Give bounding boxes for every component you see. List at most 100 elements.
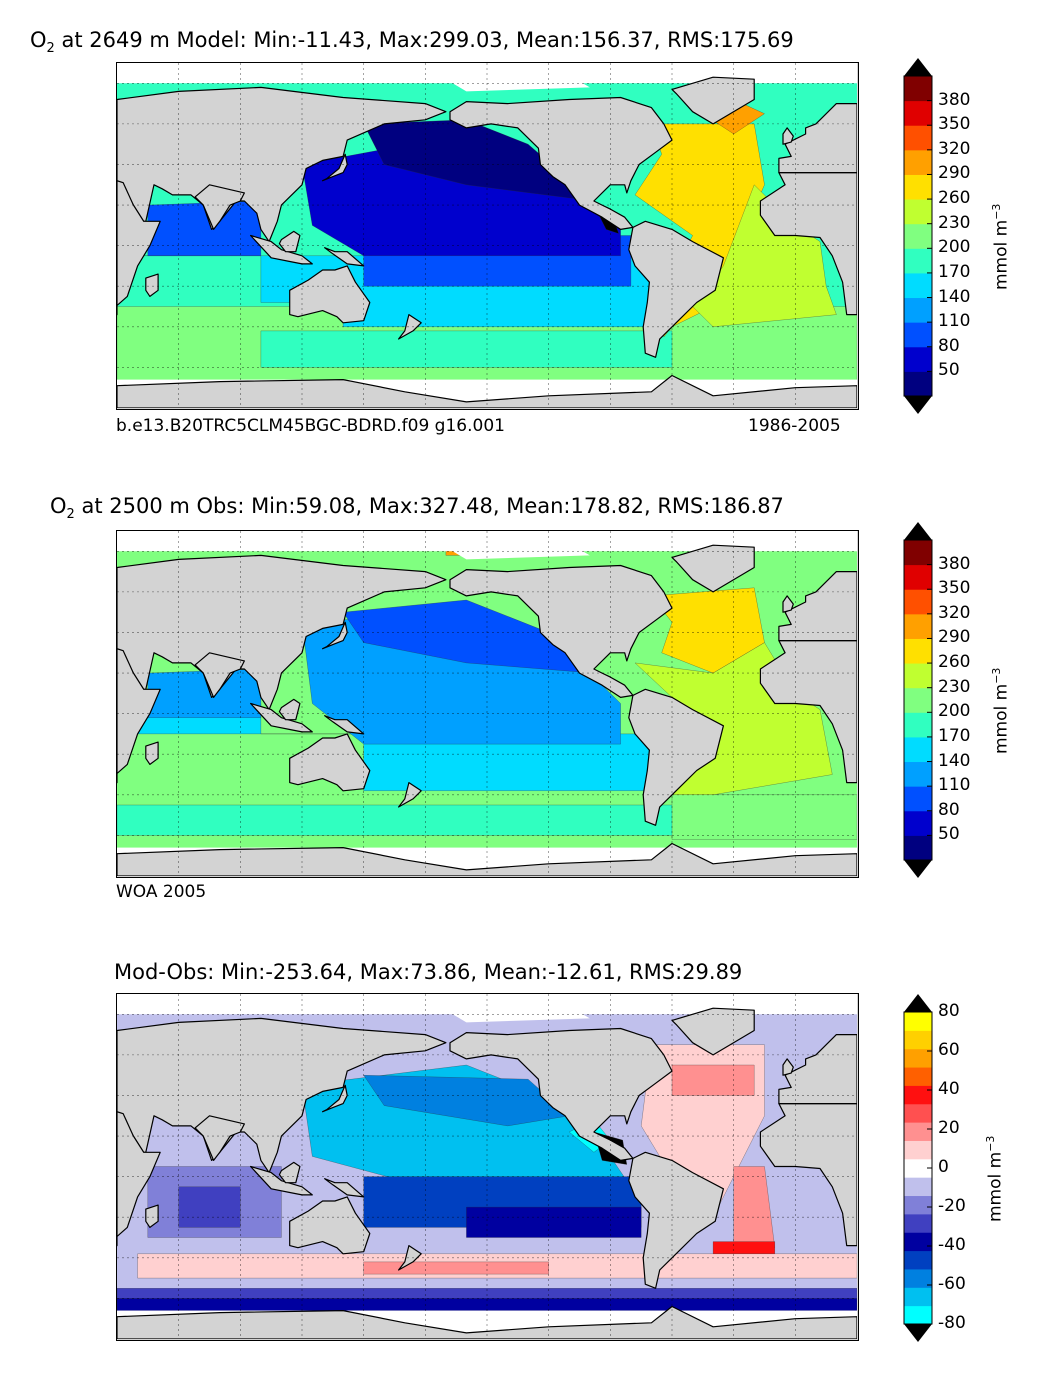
panel3-unit-sup: −3 xyxy=(984,1135,997,1152)
colorbar-swatch xyxy=(904,564,932,590)
land-australia xyxy=(289,1196,371,1255)
land-borneo xyxy=(278,1161,301,1184)
colorbar-swatch xyxy=(904,1287,932,1307)
colorbar-swatch xyxy=(904,100,932,126)
land-borneo xyxy=(278,698,301,721)
panel2-colorbar-unit: mmol m−3 xyxy=(990,668,1012,754)
land-india xyxy=(194,1115,246,1161)
panel3-map-svg xyxy=(117,994,857,1339)
colorbar-tick-label: -40 xyxy=(938,1235,966,1255)
land-samerica xyxy=(628,688,725,826)
contour-band xyxy=(634,123,765,338)
colorbar-tick-label: 80 xyxy=(938,1001,960,1021)
land-madagascar xyxy=(145,741,159,765)
colorbar-swatch xyxy=(904,589,932,615)
panel2-title-prefix: O xyxy=(50,494,67,518)
panel2-map xyxy=(116,530,859,878)
land-eurasia xyxy=(117,554,447,711)
land-eurasia xyxy=(117,1017,447,1174)
land-newguinea xyxy=(324,715,365,735)
land-newguinea xyxy=(324,247,365,267)
colorbar-tick-label: 320 xyxy=(938,138,971,159)
colorbar-swatch xyxy=(904,1250,932,1270)
contour-band xyxy=(671,794,857,840)
colorbar-tick-label: 50 xyxy=(938,824,960,845)
land-nz xyxy=(398,314,422,340)
colorbar-swatch xyxy=(904,663,932,689)
contour-band xyxy=(363,1261,549,1275)
colorbar-swatch xyxy=(904,540,932,566)
land-europe xyxy=(778,1033,857,1105)
land-australia xyxy=(289,265,371,324)
colorbar-tick-label: -60 xyxy=(938,1274,966,1294)
land-uk xyxy=(782,127,794,145)
colorbar-swatch xyxy=(904,687,932,713)
contour-band xyxy=(363,1074,570,1127)
land-africa xyxy=(117,180,161,316)
colorbar-tick-label: 260 xyxy=(938,652,971,673)
colorbar-frame xyxy=(903,75,933,397)
land-europe xyxy=(778,102,857,174)
land-nz xyxy=(398,1245,422,1271)
land-africaW xyxy=(759,171,857,316)
panel1-title-rest: at 2649 m Model: Min:-11.43, Max:299.03,… xyxy=(54,28,794,52)
colorbar-extend-max xyxy=(904,522,932,540)
colorbar-swatch xyxy=(904,1122,932,1141)
colorbar-swatch xyxy=(904,613,932,639)
colorbar-tick-label: 50 xyxy=(938,360,960,381)
colorbar-tick-label: 230 xyxy=(938,212,971,233)
panel1-unit-text: mmol m xyxy=(991,219,1012,290)
colorbar-tick-label: -80 xyxy=(938,1313,966,1333)
colorbar-swatch xyxy=(904,371,932,397)
land-japan xyxy=(322,153,348,182)
land-eurasia xyxy=(117,86,447,243)
colorbar-swatch xyxy=(904,1305,932,1325)
colorbar-swatch xyxy=(904,1103,932,1123)
colorbar-tick-label: 40 xyxy=(938,1079,960,1099)
colorbar-extend-min xyxy=(904,860,932,878)
colorbar-swatch xyxy=(904,248,932,274)
colorbar-frame xyxy=(903,539,933,861)
colorbar-swatch xyxy=(904,1048,932,1068)
colorbar-swatch xyxy=(904,174,932,200)
colorbar-swatch xyxy=(904,1213,932,1233)
panel1-colorbar-unit: mmol m−3 xyxy=(990,204,1012,290)
colorbar-tick-label: 170 xyxy=(938,261,971,282)
land-india xyxy=(194,652,246,698)
panel1-colorbar-svg xyxy=(903,58,933,414)
colorbar-swatch xyxy=(904,1067,932,1086)
colorbar-extend-min xyxy=(904,1324,932,1342)
land-africa xyxy=(117,1111,161,1247)
contour-band xyxy=(671,1064,755,1096)
land-japan xyxy=(322,1084,348,1113)
colorbar-swatch xyxy=(904,272,932,299)
land-africa xyxy=(117,648,161,784)
colorbar-swatch xyxy=(904,1268,932,1288)
panel1-map-svg xyxy=(117,63,857,408)
panel2-caption-left: WOA 2005 xyxy=(116,882,207,902)
colorbar-tick-label: 290 xyxy=(938,163,971,184)
colorbar-extend-max xyxy=(904,994,932,1012)
colorbar-swatch xyxy=(904,1030,932,1050)
panel3-unit-text: mmol m xyxy=(985,1151,1006,1222)
colorbar-tick-label: 200 xyxy=(938,701,971,722)
colorbar-swatch xyxy=(904,835,932,861)
land-indonesia xyxy=(250,234,313,265)
colorbar-swatch xyxy=(904,1195,932,1215)
colorbar-tick-label: 200 xyxy=(938,237,971,258)
land-uk xyxy=(782,595,794,613)
colorbar-swatch xyxy=(904,810,932,836)
colorbar-tick-label: 230 xyxy=(938,676,971,697)
panel1-colorbar xyxy=(903,58,933,414)
panel2-title-rest: at 2500 m Obs: Min:59.08, Max:327.48, Me… xyxy=(74,494,784,518)
colorbar-swatch xyxy=(904,199,932,225)
colorbar-swatch xyxy=(904,786,932,812)
colorbar-swatch xyxy=(904,1085,932,1105)
land-borneo xyxy=(278,230,301,253)
colorbar-tick-label: 80 xyxy=(938,799,960,820)
land-africaW xyxy=(759,1102,857,1247)
colorbar-tick-label: 290 xyxy=(938,627,971,648)
colorbar-swatch xyxy=(904,346,932,372)
land-samerica xyxy=(628,220,725,358)
colorbar-swatch xyxy=(904,1232,932,1252)
